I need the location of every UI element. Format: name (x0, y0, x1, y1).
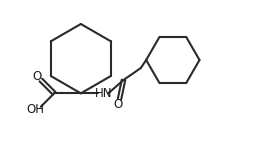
Text: OH: OH (26, 103, 44, 116)
Text: O: O (33, 70, 42, 83)
Text: HN: HN (95, 87, 113, 100)
Text: O: O (114, 98, 123, 111)
